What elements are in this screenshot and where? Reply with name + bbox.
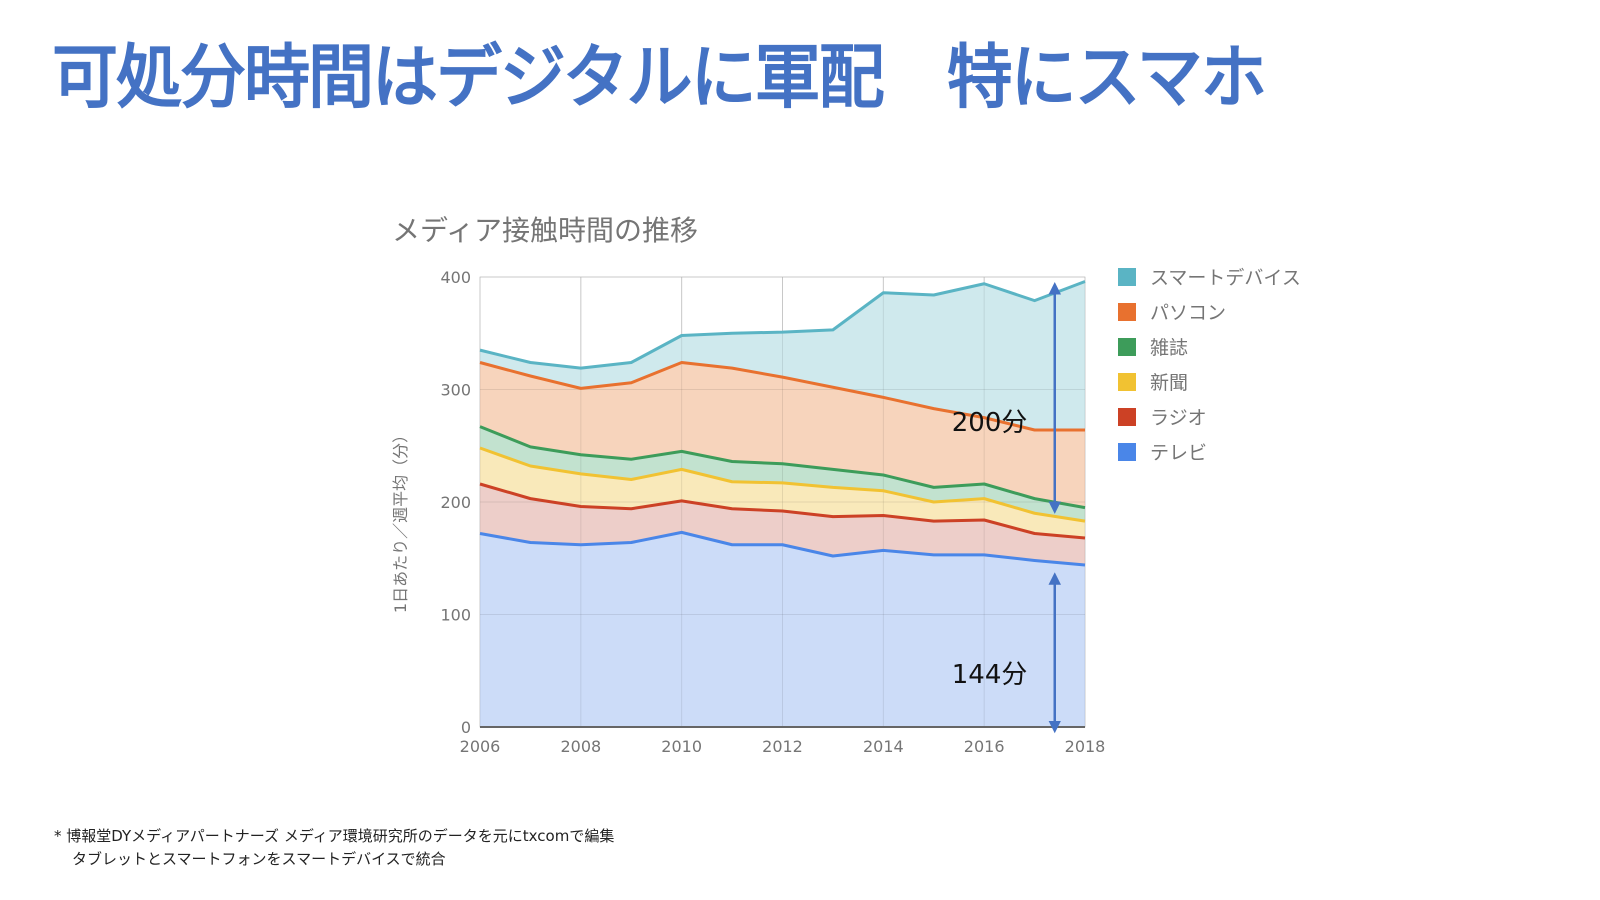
line-ラジオ: [479, 482, 1086, 540]
x-tick-label: 2018: [1065, 737, 1106, 756]
legend-swatch: [1118, 408, 1136, 426]
annotation-label: 200分: [952, 408, 1028, 438]
legend-label: スマートデバイス: [1150, 267, 1301, 289]
line-パソコン: [479, 361, 1085, 432]
x-tick-label: 2008: [560, 737, 601, 756]
area-雑誌: [480, 426, 1085, 522]
area-テレビ: [480, 532, 1085, 727]
slide-title: 可処分時間はデジタルに軍配 特にスマホ: [52, 36, 1267, 118]
legend-swatch: [1118, 303, 1136, 321]
y-tick-label: 400: [440, 268, 471, 287]
area-新聞: [480, 448, 1085, 538]
legend-swatch: [1118, 373, 1136, 391]
legend-label: 雑誌: [1150, 337, 1188, 359]
line-テレビ: [479, 530, 1086, 567]
line-雑誌: [479, 425, 1086, 510]
stacked-areas: [479, 276, 1086, 728]
line-新聞: [479, 446, 1086, 523]
annotations: 200分 144分: [952, 282, 1061, 734]
legend-label: テレビ: [1150, 442, 1207, 464]
area-ラジオ: [480, 484, 1085, 565]
footnote-source: * 博報堂DYメディアパートナーズ メディア環境研究所のデータを元にtxcomで…: [54, 827, 615, 845]
area-パソコン: [480, 362, 1085, 508]
x-tick-label: 2012: [762, 737, 803, 756]
x-tick-label: 2016: [964, 737, 1005, 756]
legend-swatch: [1118, 338, 1136, 356]
y-tick-label: 0: [461, 718, 471, 737]
legend-swatch: [1118, 268, 1136, 286]
y-axis-label: 1日あたり／週平均（分）: [391, 427, 410, 613]
x-tick-label: 2014: [863, 737, 904, 756]
x-tick-label: 2010: [661, 737, 702, 756]
area-スマートデバイス: [480, 281, 1085, 430]
y-tick-label: 300: [440, 381, 471, 400]
y-tick-label: 100: [440, 606, 471, 625]
line-スマートデバイス: [479, 280, 1086, 370]
x-tick-label: 2006: [460, 737, 501, 756]
axes: 0 100 200 300 400 2006 2008 2010 2012 2014 2016 201…: [440, 268, 1105, 756]
legend-label: パソコン: [1150, 302, 1226, 324]
legend-label: ラジオ: [1150, 407, 1207, 429]
y-tick-label: 200: [440, 493, 471, 512]
footnote-note: タブレットとスマートフォンをスマートデバイスで統合: [72, 850, 446, 868]
chart-title: メディア接触時間の推移: [392, 214, 698, 247]
legend-swatch: [1118, 443, 1136, 461]
legend-label: 新聞: [1150, 372, 1188, 394]
series-lines: [479, 280, 1086, 567]
annotation-label: 144分: [952, 660, 1028, 690]
